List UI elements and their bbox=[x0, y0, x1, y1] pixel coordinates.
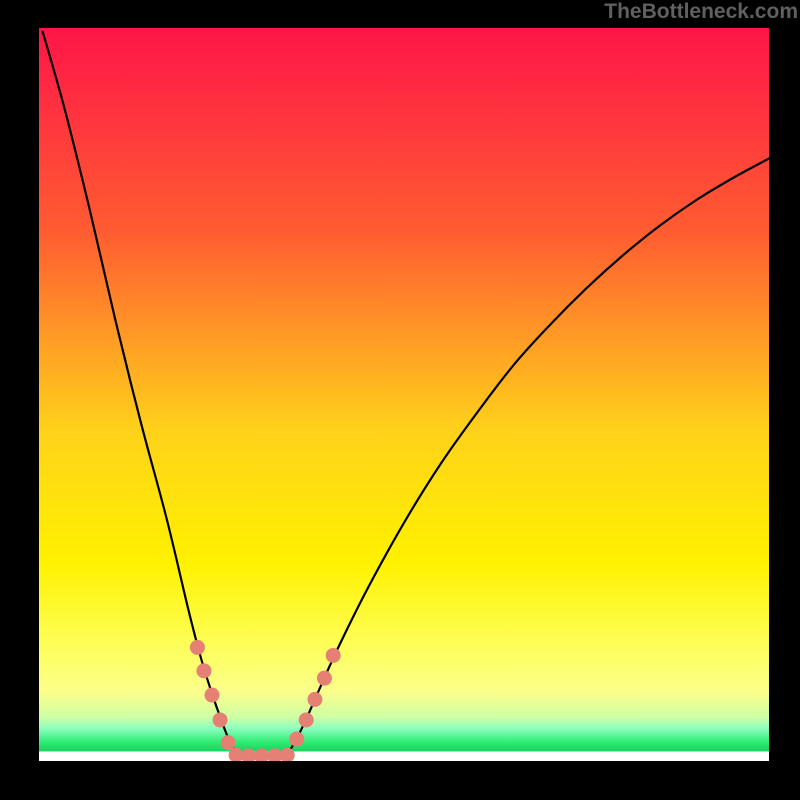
bottleneck-chart: TheBottleneck.com bbox=[0, 0, 800, 800]
chart-svg bbox=[0, 0, 800, 800]
watermark-text: TheBottleneck.com bbox=[604, 0, 800, 24]
